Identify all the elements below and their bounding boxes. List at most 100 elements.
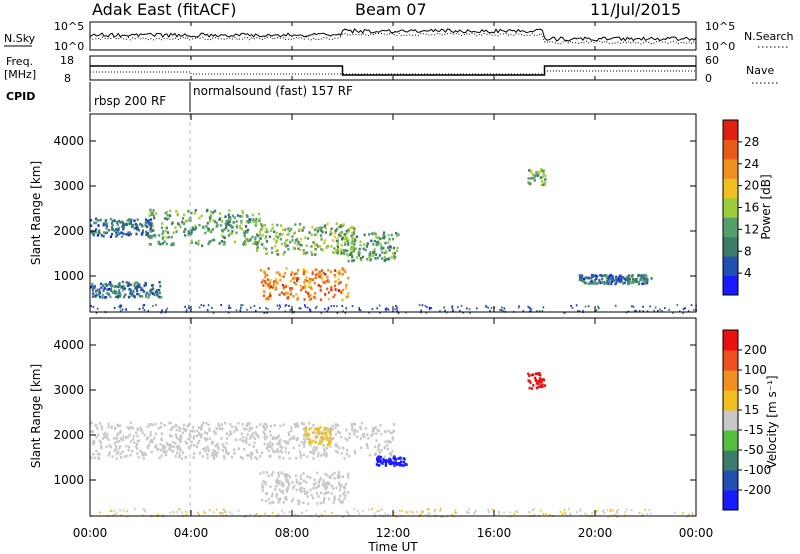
data-cell <box>531 176 534 180</box>
colorbar-swatch <box>723 370 738 391</box>
data-cell <box>390 256 393 259</box>
data-cell <box>240 307 242 309</box>
data-cell <box>204 449 207 453</box>
data-cell <box>200 436 203 439</box>
data-cell <box>624 511 626 514</box>
data-cell <box>182 222 185 225</box>
data-cell <box>289 309 292 312</box>
data-cell <box>114 447 117 451</box>
data-cell <box>202 421 205 425</box>
data-cell <box>278 304 281 307</box>
data-cell <box>517 306 520 309</box>
data-cell <box>175 428 178 432</box>
data-cell <box>331 437 334 441</box>
data-cell <box>209 215 212 218</box>
data-cell <box>610 282 613 286</box>
data-cell <box>338 282 341 285</box>
data-cell <box>106 436 109 439</box>
data-cell <box>333 305 335 307</box>
data-cell <box>336 305 338 308</box>
data-cell <box>302 472 305 475</box>
data-cell <box>166 217 169 221</box>
data-cell <box>358 247 361 251</box>
data-cell <box>233 216 236 219</box>
data-cell <box>115 235 118 238</box>
data-cell <box>377 457 380 461</box>
data-cell <box>103 231 106 234</box>
data-cell <box>383 231 386 234</box>
data-cell <box>283 285 286 289</box>
data-cell <box>302 252 305 255</box>
data-cell <box>315 427 318 431</box>
data-cell <box>268 297 271 300</box>
data-cell <box>591 274 594 277</box>
data-cell <box>325 473 328 477</box>
data-cell <box>249 455 253 458</box>
data-cell <box>172 243 175 246</box>
data-cell <box>161 309 163 312</box>
data-cell <box>276 236 279 239</box>
data-cell <box>225 220 228 223</box>
data-cell <box>380 449 383 452</box>
data-cell <box>129 220 132 224</box>
data-cell <box>252 435 255 439</box>
data-cell <box>329 476 332 479</box>
data-cell <box>116 440 119 444</box>
data-cell <box>94 228 98 231</box>
data-cell <box>184 234 187 237</box>
data-cell <box>320 269 323 272</box>
data-cell <box>337 289 340 292</box>
data-cell <box>533 508 535 511</box>
data-cell <box>617 508 619 511</box>
data-cell <box>227 229 230 232</box>
data-cell <box>615 279 618 282</box>
x-tick-label: 12:00 <box>376 526 411 540</box>
data-cell <box>136 292 139 296</box>
data-cell <box>419 513 422 516</box>
data-cell <box>166 443 169 447</box>
data-cell <box>320 435 323 439</box>
data-cell <box>226 222 229 226</box>
data-cell <box>116 285 119 289</box>
data-cell <box>351 428 354 432</box>
data-cell <box>376 458 379 461</box>
data-cell <box>378 443 381 446</box>
data-cell <box>345 283 348 287</box>
data-cell <box>265 252 268 255</box>
data-cell <box>255 457 259 460</box>
data-cell <box>220 304 222 306</box>
data-cell <box>317 272 320 275</box>
data-cell <box>354 247 357 251</box>
data-cell <box>357 510 359 513</box>
data-cell <box>304 305 307 308</box>
data-cell <box>191 228 195 231</box>
data-cell <box>330 484 333 488</box>
colorbar-tick-label: 100 <box>744 363 767 377</box>
data-cell <box>373 427 376 431</box>
data-cell <box>141 229 145 232</box>
data-cell <box>213 238 216 242</box>
data-cell <box>375 235 378 239</box>
data-cell <box>420 510 423 513</box>
data-cell <box>356 256 359 259</box>
data-cell <box>339 494 342 498</box>
data-cell <box>288 227 292 230</box>
data-cell <box>606 279 609 283</box>
cpid-label: CPID <box>6 90 35 103</box>
data-cell <box>661 309 663 312</box>
data-cell <box>205 224 208 228</box>
colorbar-tick-label: 50 <box>744 383 759 397</box>
data-cell <box>283 512 286 515</box>
data-cell <box>101 296 104 299</box>
data-cell <box>245 428 248 431</box>
data-cell <box>164 217 167 220</box>
data-cell <box>638 511 641 514</box>
data-cell <box>143 304 146 307</box>
data-cell <box>177 438 180 441</box>
colorbar-swatch <box>723 410 738 431</box>
data-cell <box>306 491 309 494</box>
data-cell <box>97 294 100 297</box>
data-cell <box>538 310 541 313</box>
data-cell <box>178 426 181 429</box>
data-cell <box>394 308 396 311</box>
